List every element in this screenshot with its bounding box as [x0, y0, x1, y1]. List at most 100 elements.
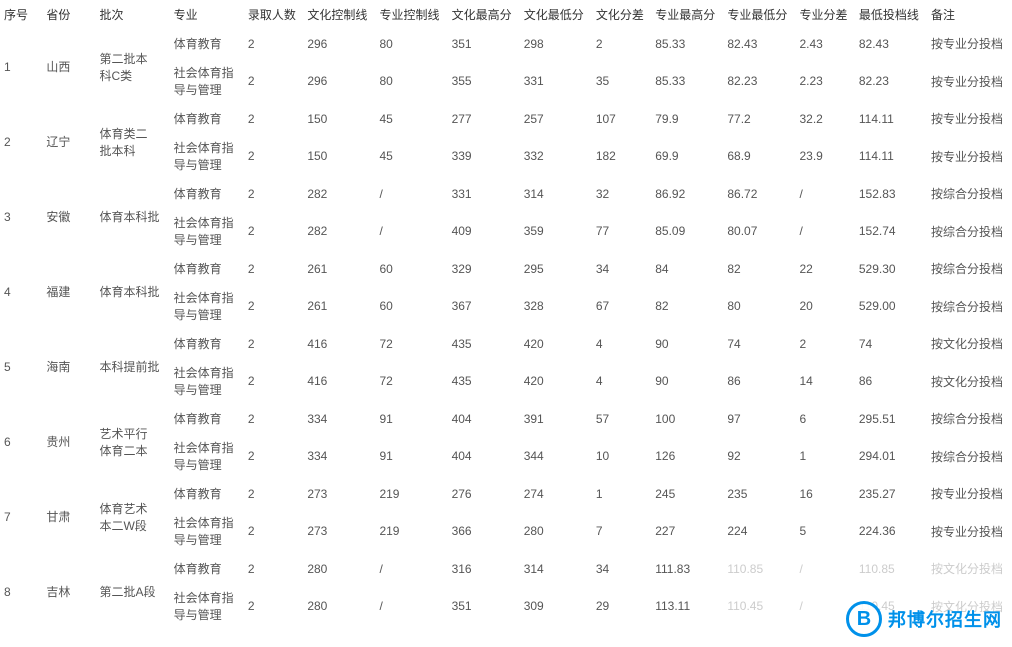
cell-note: 按文化分投档 — [927, 358, 1012, 404]
cell-seq: 5 — [0, 329, 42, 404]
cell-wk_max: 435 — [448, 329, 520, 358]
table-row: 7甘肃体育艺术本二W段体育教育2273219276274124523516235… — [0, 479, 1012, 508]
cell-seq: 7 — [0, 479, 42, 554]
cell-count: 2 — [244, 283, 303, 329]
cell-wk_min: 331 — [520, 58, 592, 104]
cell-wk_ctrl: 261 — [303, 254, 375, 283]
table-row: 6贵州艺术平行体育二本体育教育23349140439157100976295.5… — [0, 404, 1012, 433]
table-row: 3安徽体育本科批体育教育2282/3313143286.9286.72/152.… — [0, 179, 1012, 208]
col-seq: 序号 — [0, 0, 42, 29]
cell-zy_min: 224 — [723, 508, 795, 554]
cell-wk_ctrl: 261 — [303, 283, 375, 329]
cell-zy_diff: 6 — [795, 404, 854, 433]
cell-zy_max: 90 — [651, 329, 723, 358]
cell-wk_min: 295 — [520, 254, 592, 283]
cell-province: 辽宁 — [42, 104, 95, 179]
cell-zy_max: 113.11 — [651, 583, 723, 629]
cell-zy_max: 245 — [651, 479, 723, 508]
cell-count: 2 — [244, 179, 303, 208]
col-wk-max: 文化最高分 — [448, 0, 520, 29]
cell-zy_ctrl: 80 — [375, 58, 447, 104]
cell-min_line: 82.23 — [855, 58, 927, 104]
cell-zy_diff: 32.2 — [795, 104, 854, 133]
col-note: 备注 — [927, 0, 1012, 29]
cell-min_line: 82.43 — [855, 29, 927, 58]
cell-count: 2 — [244, 479, 303, 508]
cell-major: 社会体育指导与管理 — [170, 433, 244, 479]
cell-wk_diff: 32 — [592, 179, 651, 208]
cell-note: 按综合分投档 — [927, 254, 1012, 283]
cell-wk_ctrl: 334 — [303, 433, 375, 479]
col-zy-diff: 专业分差 — [795, 0, 854, 29]
cell-wk_ctrl: 296 — [303, 29, 375, 58]
cell-wk_max: 277 — [448, 104, 520, 133]
col-wk-diff: 文化分差 — [592, 0, 651, 29]
cell-wk_max: 276 — [448, 479, 520, 508]
cell-major: 体育教育 — [170, 179, 244, 208]
cell-wk_max: 351 — [448, 583, 520, 629]
cell-min_line: 114.11 — [855, 104, 927, 133]
cell-wk_max: 355 — [448, 58, 520, 104]
cell-batch: 第二批A段 — [95, 554, 169, 629]
col-batch: 批次 — [95, 0, 169, 29]
cell-major: 社会体育指导与管理 — [170, 508, 244, 554]
cell-province: 安徽 — [42, 179, 95, 254]
cell-count: 2 — [244, 433, 303, 479]
cell-zy_ctrl: / — [375, 179, 447, 208]
cell-count: 2 — [244, 358, 303, 404]
cell-zy_diff: / — [795, 208, 854, 254]
cell-wk_max: 404 — [448, 404, 520, 433]
cell-note: 按综合分投档 — [927, 433, 1012, 479]
cell-min_line: 114.11 — [855, 133, 927, 179]
cell-wk_min: 274 — [520, 479, 592, 508]
cell-zy_min: 235 — [723, 479, 795, 508]
cell-zy_diff: 2 — [795, 329, 854, 358]
cell-wk_max: 316 — [448, 554, 520, 583]
cell-zy_max: 85.33 — [651, 58, 723, 104]
cell-note: 按综合分投档 — [927, 283, 1012, 329]
cell-major: 体育教育 — [170, 404, 244, 433]
cell-wk_ctrl: 282 — [303, 208, 375, 254]
cell-wk_diff: 34 — [592, 254, 651, 283]
cell-note: 按综合分投档 — [927, 179, 1012, 208]
cell-zy_min: 97 — [723, 404, 795, 433]
cell-zy_min: 86.72 — [723, 179, 795, 208]
cell-wk_min: 344 — [520, 433, 592, 479]
cell-major: 社会体育指导与管理 — [170, 583, 244, 629]
cell-zy_diff: 5 — [795, 508, 854, 554]
cell-major: 社会体育指导与管理 — [170, 358, 244, 404]
cell-zy_diff: 22 — [795, 254, 854, 283]
cell-major: 体育教育 — [170, 554, 244, 583]
cell-wk_diff: 2 — [592, 29, 651, 58]
cell-zy_max: 90 — [651, 358, 723, 404]
cell-count: 2 — [244, 554, 303, 583]
cell-zy_min: 80 — [723, 283, 795, 329]
cell-wk_max: 329 — [448, 254, 520, 283]
cell-zy_ctrl: 72 — [375, 358, 447, 404]
cell-zy_diff: 2.43 — [795, 29, 854, 58]
cell-note: 按综合分投档 — [927, 208, 1012, 254]
cell-province: 贵州 — [42, 404, 95, 479]
cell-min_line: 235.27 — [855, 479, 927, 508]
cell-count: 2 — [244, 133, 303, 179]
cell-zy_min: 82.43 — [723, 29, 795, 58]
cell-zy_diff: / — [795, 554, 854, 583]
cell-count: 2 — [244, 583, 303, 629]
cell-zy_min: 86 — [723, 358, 795, 404]
table-body: 1山西第二批本科C类体育教育229680351298285.3382.432.4… — [0, 29, 1012, 629]
col-zy-max: 专业最高分 — [651, 0, 723, 29]
cell-wk_max: 409 — [448, 208, 520, 254]
cell-zy_max: 126 — [651, 433, 723, 479]
cell-wk_ctrl: 280 — [303, 583, 375, 629]
cell-wk_diff: 35 — [592, 58, 651, 104]
cell-zy_min: 110.85 — [723, 554, 795, 583]
table-row: 5海南本科提前批体育教育24167243542049074274按文化分投档 — [0, 329, 1012, 358]
cell-min_line: 529.00 — [855, 283, 927, 329]
cell-min_line: 86 — [855, 358, 927, 404]
watermark-badge-icon: B — [846, 601, 882, 637]
cell-seq: 4 — [0, 254, 42, 329]
cell-count: 2 — [244, 208, 303, 254]
cell-zy_ctrl: 60 — [375, 283, 447, 329]
cell-zy_min: 77.2 — [723, 104, 795, 133]
cell-wk_ctrl: 280 — [303, 554, 375, 583]
